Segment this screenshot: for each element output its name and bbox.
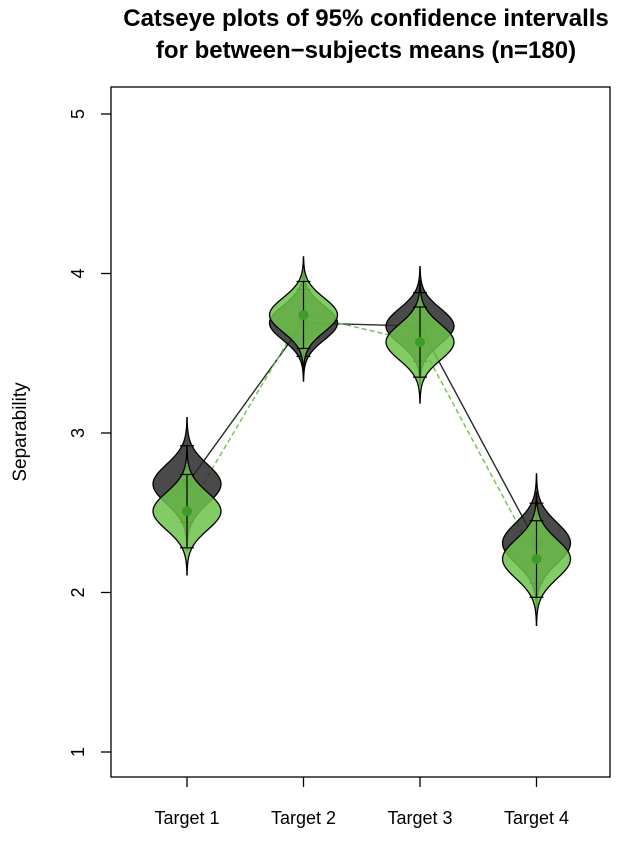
- series-2-point-3: [415, 337, 425, 348]
- y-tick-label-1: 1: [68, 747, 88, 757]
- series-2-point-4: [531, 554, 542, 565]
- x-tick-label-2: Target 2: [271, 808, 336, 828]
- series-2-catseye-1: [152, 446, 222, 576]
- y-tick-label-4: 4: [68, 268, 88, 278]
- chart-title-line-2: for between−subjects means (n=180): [156, 37, 576, 64]
- x-tick-label-1: Target 1: [154, 808, 219, 828]
- series-2-catseye-4: [501, 491, 572, 627]
- series-2-point-1: [182, 506, 192, 517]
- y-tick-label-2: 2: [68, 587, 88, 597]
- series-layer: [152, 256, 572, 627]
- series-2-catseye-3: [385, 280, 455, 404]
- x-axis: Target 1 Target 2 Target 3 Target 4: [154, 777, 569, 828]
- plot-area-frame: [110, 86, 611, 778]
- chart-title-line-1: Catseye plots of 95% confidence interval…: [123, 5, 609, 32]
- y-tick-label-3: 3: [68, 428, 88, 438]
- series-2-line: [186, 314, 538, 560]
- y-axis-label: Separability: [10, 382, 31, 482]
- series-2-point-2: [298, 309, 309, 320]
- x-tick-label-3: Target 3: [387, 808, 452, 828]
- series-2-catseye-2: [268, 256, 339, 374]
- series-1-line: [186, 322, 538, 544]
- y-axis: 1 2 3 4 5: [68, 109, 111, 757]
- x-tick-label-4: Target 4: [504, 808, 569, 828]
- y-tick-label-5: 5: [68, 109, 88, 119]
